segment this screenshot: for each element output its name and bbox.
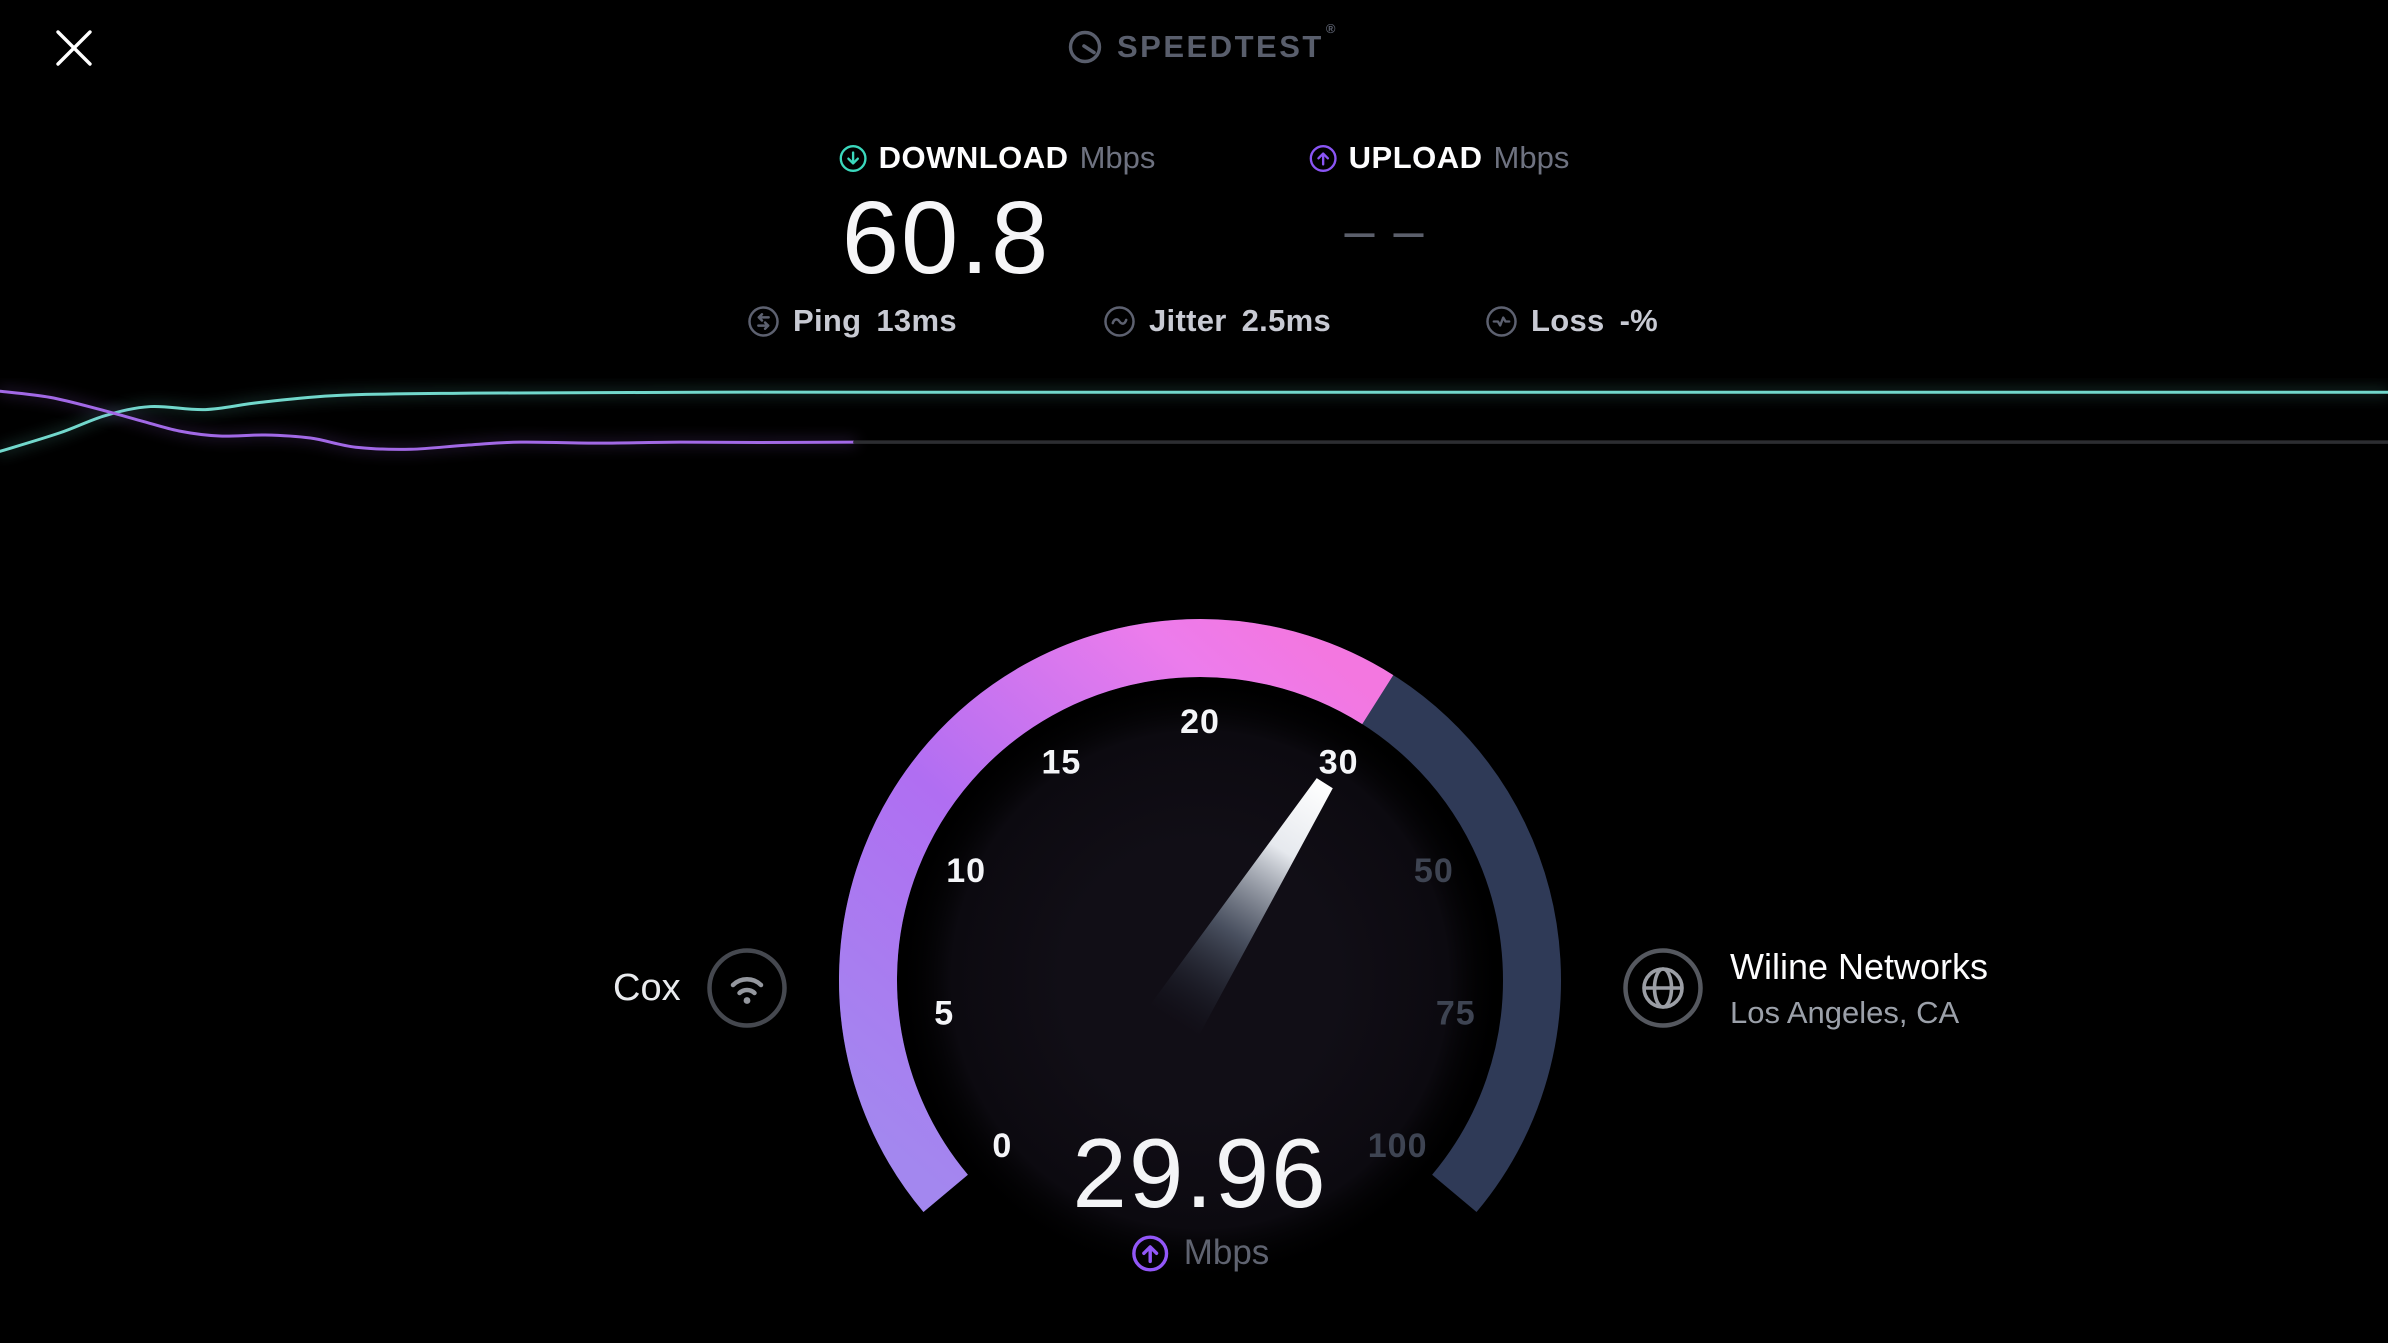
speedtest-gauge-icon: [1068, 30, 1102, 64]
download-value: 60.8: [841, 180, 1051, 295]
jitter-label: Jitter: [1149, 303, 1227, 338]
gauge-tick-label: 30: [1319, 743, 1359, 781]
ping-label: Ping: [793, 303, 862, 338]
gauge-unit-row: Mbps: [1131, 1233, 1270, 1273]
ping-metric: Ping 13ms: [747, 302, 957, 340]
download-stat: DOWNLOAD Mbps: [839, 140, 1156, 176]
download-unit: Mbps: [1079, 140, 1156, 175]
close-icon: [56, 30, 92, 66]
gauge: 0 5 10 15 20 30 50 75 100: [839, 619, 1561, 1283]
gauge-tick-label: 20: [1180, 703, 1220, 741]
jitter-icon: [1104, 305, 1135, 337]
gauge-tick-label: 15: [1041, 743, 1081, 781]
loss-metric: Loss -%: [1485, 302, 1658, 340]
gauge-current-value: 29.96: [1072, 1118, 1328, 1228]
gauge-tick-label: 5: [934, 995, 954, 1033]
upload-arrow-icon-small: [1132, 1234, 1169, 1272]
upload-label: UPLOAD: [1348, 140, 1483, 175]
globe-icon: [1623, 948, 1703, 1028]
trademark: ®: [1325, 21, 1338, 36]
ping-icon: [748, 305, 779, 337]
isp-block: Cox: [613, 948, 788, 1028]
server-info: Wiline Networks Los Angeles, CA: [1730, 946, 1988, 1031]
gauge-unit: Mbps: [1183, 1233, 1270, 1272]
server-name: Wiline Networks: [1730, 945, 1989, 987]
download-label: DOWNLOAD: [878, 140, 1069, 175]
server-block: Wiline Networks Los Angeles, CA: [1622, 946, 1988, 1031]
gauge-tick-label: 75: [1436, 995, 1476, 1033]
wifi-icon: [706, 948, 787, 1028]
gauge-tick-label: 100: [1368, 1127, 1428, 1165]
jitter-metric: Jitter 2.5ms: [1103, 302, 1331, 340]
isp-name: Cox: [613, 966, 681, 1009]
gauge-tick-label: 10: [946, 852, 986, 890]
loss-value: -%: [1619, 303, 1659, 338]
download-arrow-icon: [839, 144, 867, 172]
upload-stat: UPLOAD Mbps: [1309, 140, 1570, 176]
upload-unit: Mbps: [1493, 140, 1570, 175]
jitter-value: 2.5ms: [1241, 303, 1332, 338]
app-title: SPEEDTEST®: [1117, 21, 1338, 64]
close-button[interactable]: [50, 24, 98, 72]
speedtest-logo: SPEEDTEST®: [1066, 21, 1338, 66]
upload-value: – –: [1344, 201, 1426, 261]
gauge-tick-label: 0: [992, 1127, 1012, 1165]
speed-graph: [0, 389, 2388, 453]
upload-arrow-icon: [1309, 144, 1337, 172]
server-location: Los Angeles, CA: [1730, 994, 1960, 1030]
loss-icon: [1486, 305, 1517, 337]
gauge-tick-label: 50: [1414, 852, 1454, 890]
loss-label: Loss: [1531, 303, 1605, 338]
ping-value: 13ms: [876, 303, 957, 338]
